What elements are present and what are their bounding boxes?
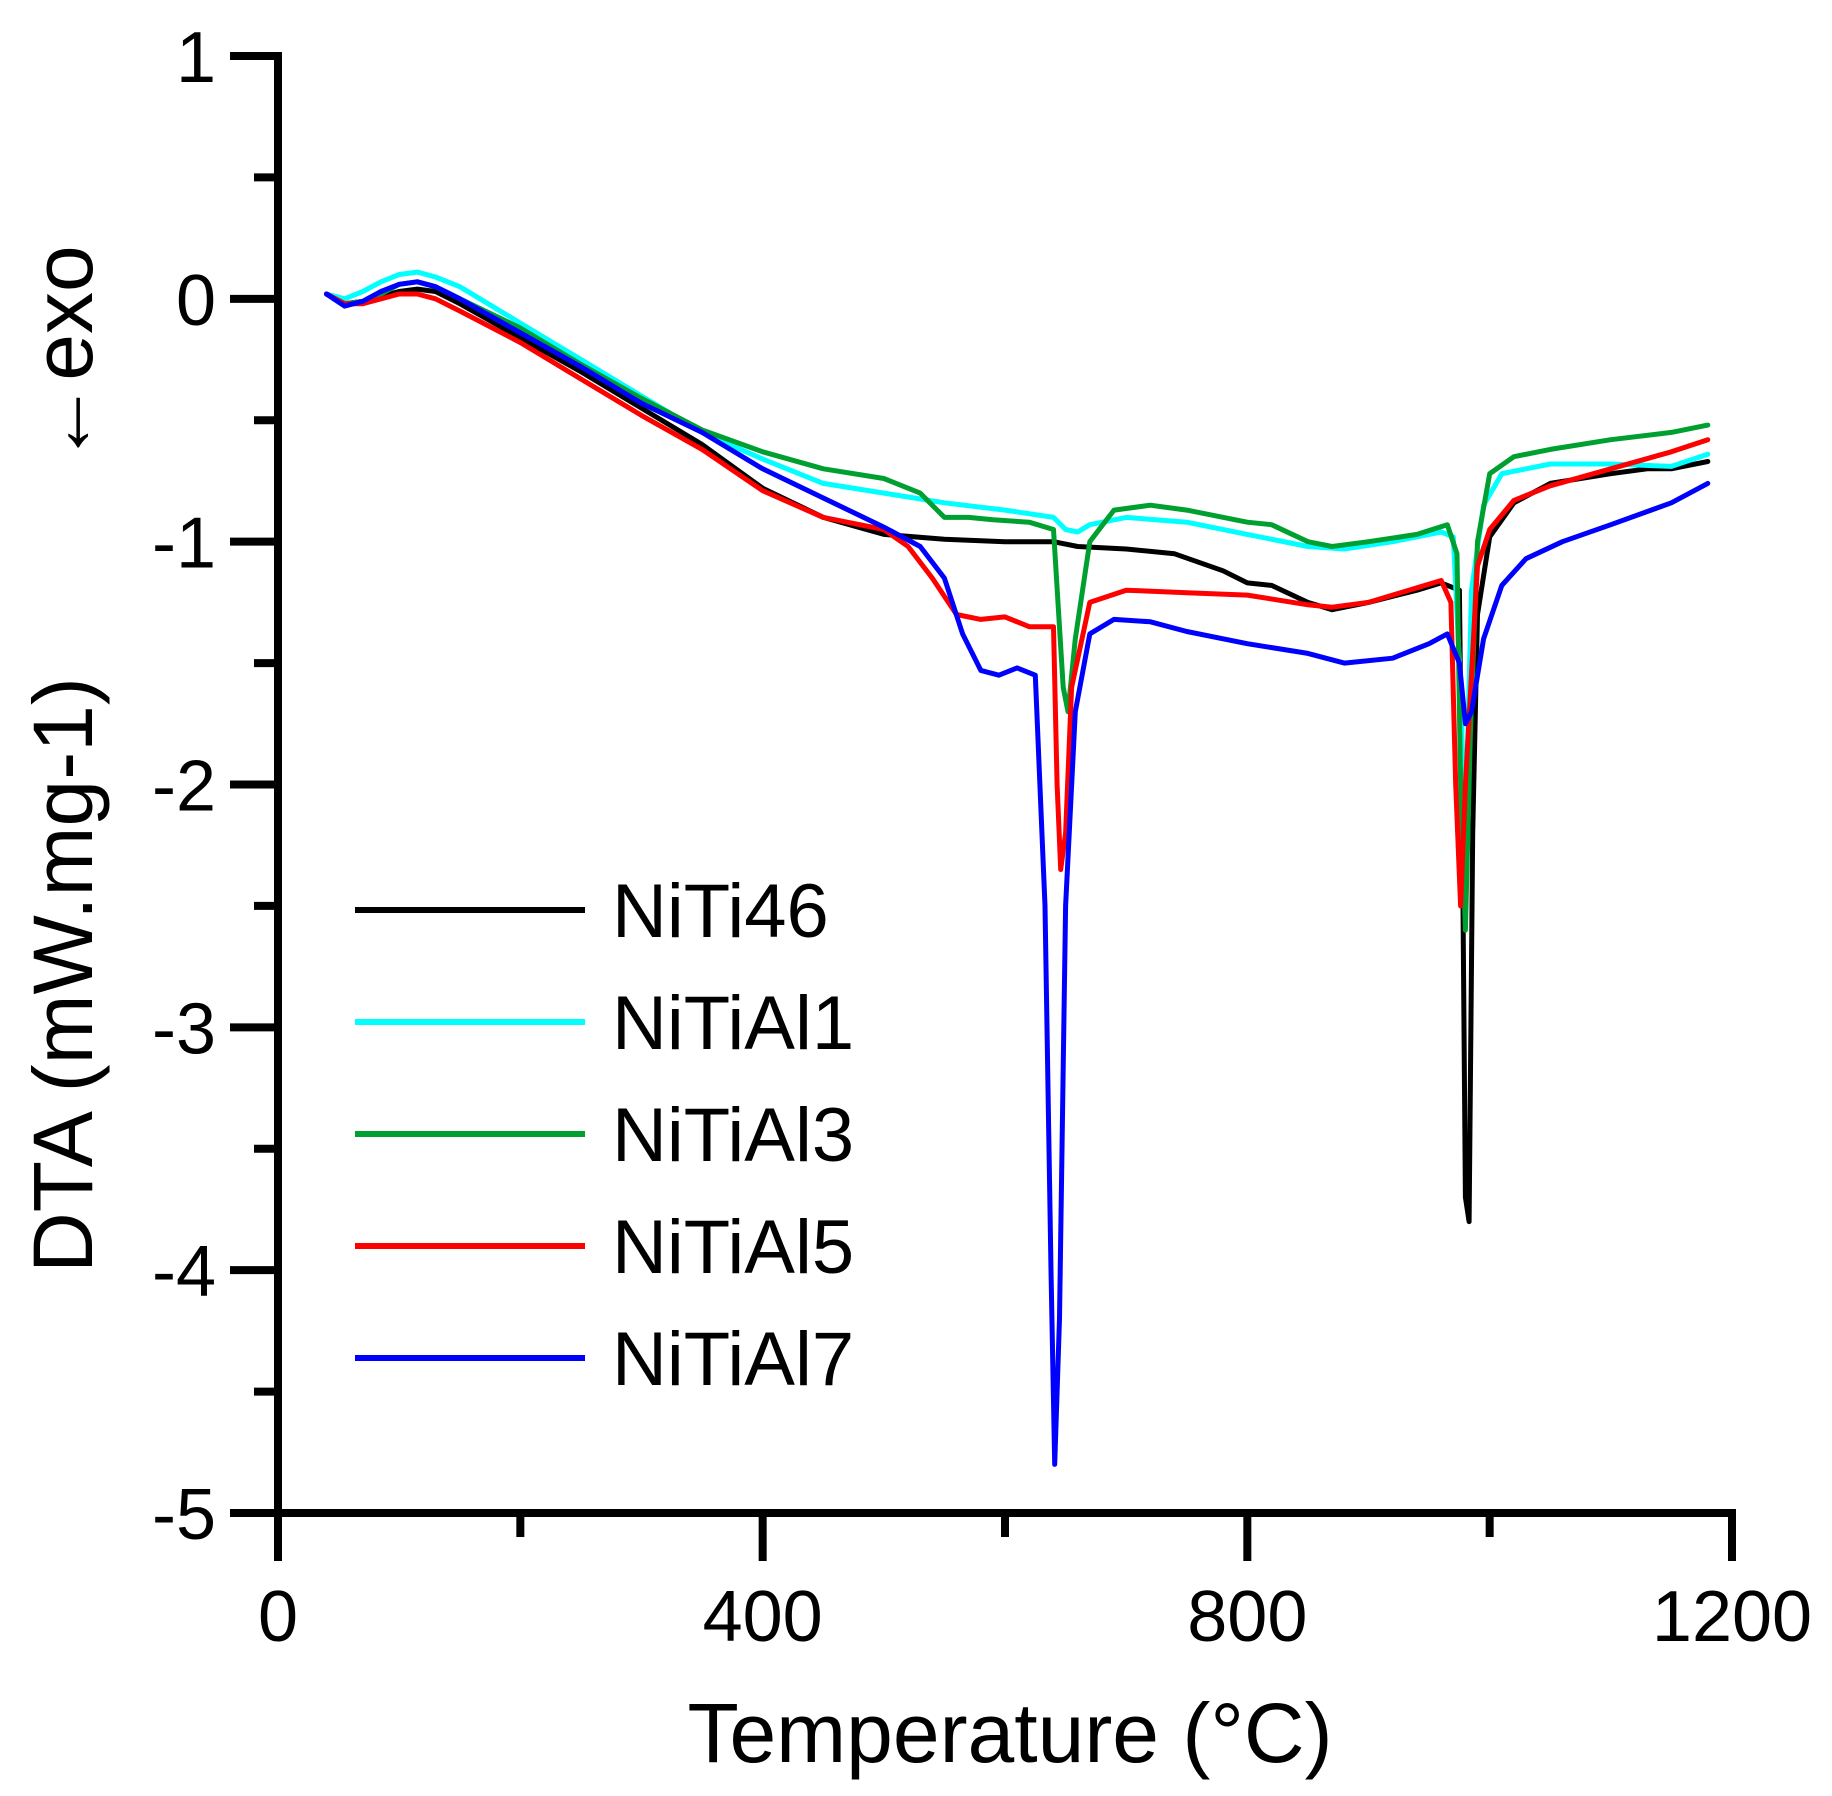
x-tick-label: 800 [1187,1577,1307,1657]
y-tick-label: -3 [152,989,216,1069]
legend: NiTi46 NiTiAl1 NiTiAl3 NiTiAl5 NiTiAl7 [355,869,854,1402]
data-series [324,269,1711,1467]
tick-labels: 1 0 -1 -2 -3 -4 -5 0 400 800 1200 [152,18,1812,1657]
y-tick-label: -4 [152,1232,216,1312]
y-tick-label: -2 [152,747,216,827]
x-axis-title: Temperature (°C) [687,1686,1332,1780]
series-line-nitial5 [324,291,1711,909]
x-tick-label: 400 [703,1577,823,1657]
legend-label-nitial5: NiTiAl5 [612,1205,854,1290]
series-line-niti46 [324,286,1711,1225]
axes [274,52,1736,1517]
x-tick-label: 1200 [1652,1577,1812,1657]
series-line-nitial3 [324,279,1711,933]
legend-label-nitial1: NiTiAl1 [612,981,854,1066]
y-axis-title: DTA (mW.mg-1) [16,677,110,1273]
y-tick-label: 0 [176,261,216,341]
legend-label-nitial7: NiTiAl7 [612,1317,854,1402]
y-tick-label: -1 [152,504,216,584]
y-tick-label: 1 [176,18,216,98]
x-tick-label: 0 [258,1577,298,1657]
ticks [230,52,1736,1561]
exo-direction-annotation: ←exo [16,245,110,464]
legend-label-nitial3: NiTiAl3 [612,1093,854,1178]
legend-label-niti46: NiTi46 [612,869,829,954]
y-tick-label: -5 [152,1475,216,1555]
series-line-nitial1 [324,269,1711,836]
series-line-nitial7 [324,279,1711,1467]
